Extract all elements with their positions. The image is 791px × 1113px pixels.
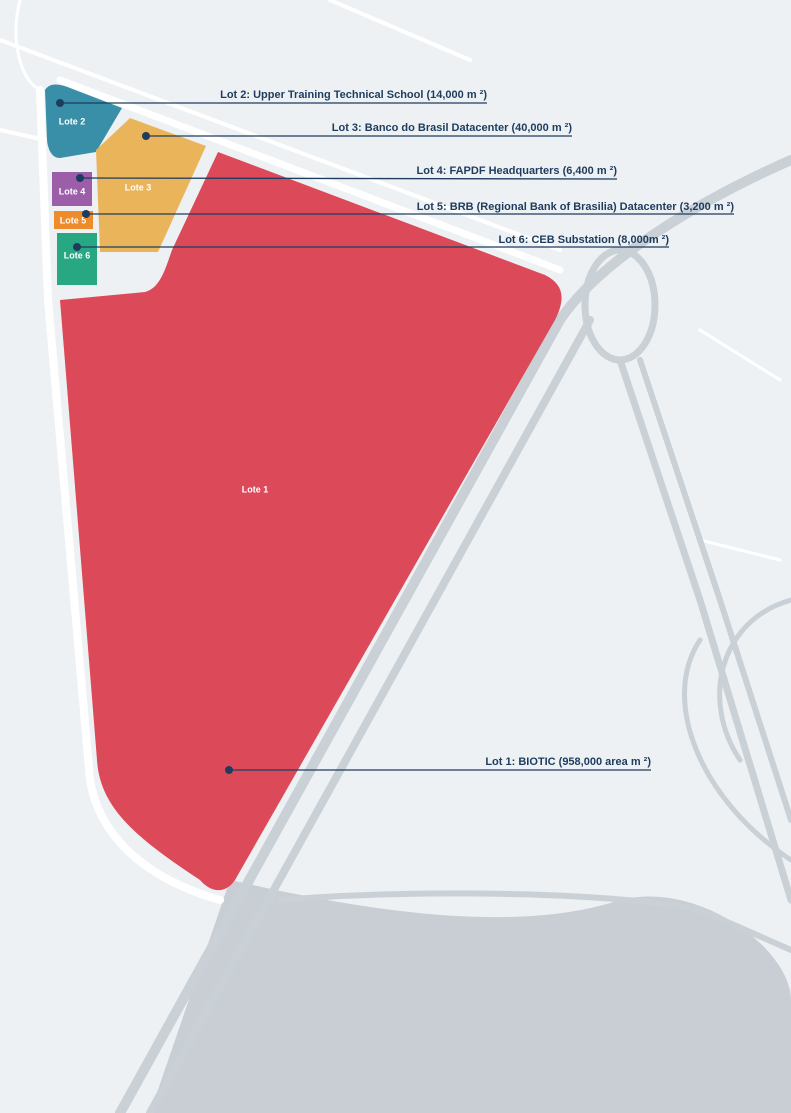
callouts: Lot 1: BIOTIC (958,000 area m ²) Lot 2: …	[56, 89, 734, 774]
callout-dot	[76, 174, 84, 182]
callout-dot	[82, 210, 90, 218]
lot-1	[60, 152, 562, 891]
lot-label: Lote 5	[60, 215, 87, 225]
callout-text: Lot 3: Banco do Brasil Datacenter (40,00…	[332, 122, 573, 134]
lot-3	[96, 118, 206, 252]
lot-labels: Lote 1 Lote 2 Lote 3 Lote 4 Lote 5 Lote …	[59, 116, 269, 494]
lot-label: Lote 4	[59, 186, 86, 196]
lot-label: Lote 6	[64, 250, 91, 260]
callout-text: Lot 4: FAPDF Headquarters (6,400 m ²)	[417, 165, 618, 177]
callout-dot	[142, 132, 150, 140]
callout-text: Lot 2: Upper Training Technical School (…	[220, 89, 487, 101]
lot-label: Lote 1	[242, 484, 269, 494]
callout-dot	[73, 243, 81, 251]
callout-text: Lot 1: BIOTIC (958,000 area m ²)	[485, 756, 651, 768]
lot-label: Lote 2	[59, 116, 86, 126]
callout-line	[79, 177, 618, 180]
water	[150, 880, 791, 1113]
callout-dot	[56, 99, 64, 107]
lot-6	[57, 233, 97, 285]
callout-dot	[225, 766, 233, 774]
callout-text: Lot 6: CEB Substation (8,000m ²)	[498, 234, 669, 246]
callout-text: Lot 5: BRB (Regional Bank of Brasilia) D…	[417, 201, 735, 213]
lot-label: Lote 3	[125, 182, 152, 192]
